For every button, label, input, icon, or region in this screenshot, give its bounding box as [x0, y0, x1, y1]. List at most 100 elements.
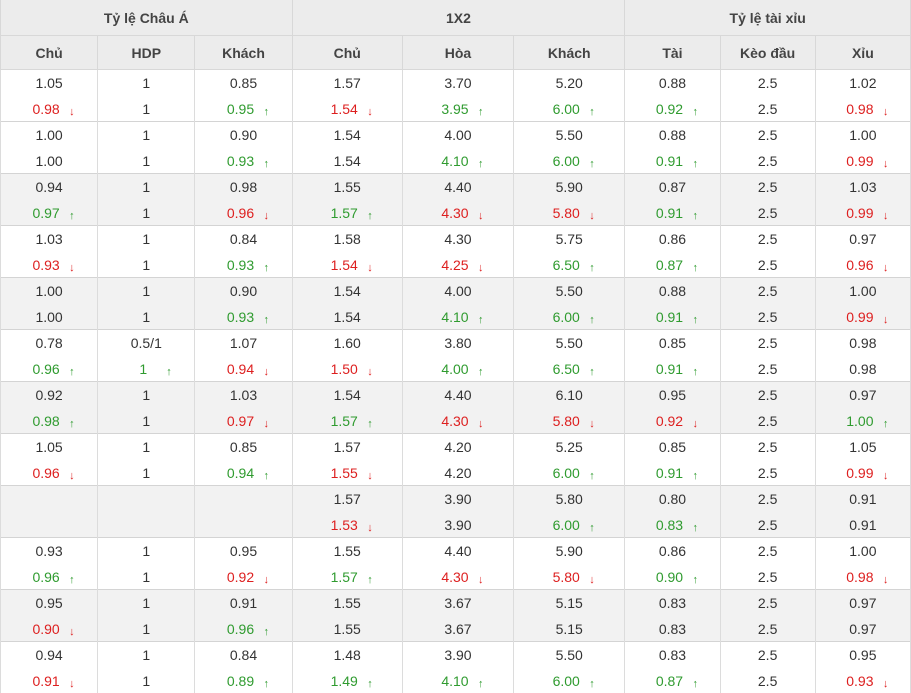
odds-value: 5.25 [552, 439, 586, 455]
column-header-row: Chủ HDP Khách Chủ Hòa Khách Tài Kèo đầu … [1, 36, 911, 70]
odds-cell: 0.96 ↓ [815, 252, 910, 278]
odds-value: 4.40 [441, 179, 475, 195]
odds-cell: 0.98 [195, 174, 292, 201]
odds-value: 0.92 [224, 569, 258, 585]
odds-cell: 1.55 [292, 616, 402, 642]
odds-value: 0.85 [227, 439, 261, 455]
col-header-hdp: HDP [98, 36, 195, 70]
odds-value: 3.70 [441, 75, 475, 91]
odds-cell: 6.00↑ [514, 512, 625, 538]
odds-cell: 0.97 [815, 226, 910, 253]
odds-value: 2.5 [751, 309, 785, 325]
odds-value: 0.95 [655, 387, 689, 403]
odds-cell [1, 512, 98, 538]
odds-value: 0.96 [29, 465, 63, 481]
odds-value: 1 [129, 439, 163, 455]
odds-cell: 0.93↑ [195, 252, 292, 278]
odds-cell: 0.5/1 [98, 330, 195, 357]
odds-cell: 0.99↓ [815, 200, 910, 226]
odds-cell: 1.54 [292, 304, 402, 330]
arrow-up-icon: ↑ [264, 106, 270, 118]
col-header-draw: Hòa [402, 36, 513, 70]
odds-value: 1 [129, 205, 163, 221]
odds-cell: 1.57 [292, 486, 402, 513]
odds-cell: 6.00↑ [514, 148, 625, 174]
odds-cell: 1.03 [1, 226, 98, 253]
odds-value: 0.97 [846, 621, 880, 637]
arrow-up-icon: ↑ [69, 210, 75, 222]
odds-value: 6.00 [549, 673, 583, 689]
odds-cell: 0.80 [625, 486, 720, 513]
odds-cell: 1.54 [292, 278, 402, 305]
arrow-down-icon: ↓ [883, 158, 889, 170]
arrow-up-icon: ↑ [166, 366, 172, 378]
odds-value: 1 [129, 309, 163, 325]
group-header-over-under: Tỷ lệ tài xỉu [625, 0, 911, 36]
arrow-down-icon: ↓ [883, 106, 889, 118]
arrow-down-icon: ↓ [883, 262, 889, 274]
odds-value: 1.03 [846, 179, 880, 195]
odds-cell: 6.50↑ [514, 252, 625, 278]
odds-cell: 1.48 [292, 642, 402, 669]
odds-cell: 0.94↑ [195, 460, 292, 486]
odds-cell: 4.00 [402, 278, 513, 305]
odds-cell: 1.00 [1, 148, 98, 174]
odds-value: 0.83 [655, 595, 689, 611]
odds-cell: 5.75 [514, 226, 625, 253]
odds-cell: 1.54↓ [292, 252, 402, 278]
odds-value: 5.80 [549, 205, 583, 221]
odds-value: 1.00 [846, 543, 880, 559]
odds-value: 0.96 [843, 257, 877, 273]
odds-cell [1, 486, 98, 513]
odds-cell: 0.91↑ [625, 148, 720, 174]
odds-value: 0.90 [652, 569, 686, 585]
odds-cell: 2.5 [720, 408, 815, 434]
odds-cell: 1 [98, 564, 195, 590]
col-header-home: Chủ [1, 36, 98, 70]
col-header-under: Xỉu [815, 36, 910, 70]
arrow-up-icon: ↑ [692, 522, 698, 534]
arrow-up-icon: ↑ [589, 678, 595, 690]
odds-cell: 4.00↑ [402, 356, 513, 382]
odds-value: 0.83 [652, 517, 686, 533]
odds-cell: 2.5 [720, 356, 815, 382]
odds-value: 2.5 [751, 387, 785, 403]
arrow-up-icon: ↑ [692, 262, 698, 274]
odds-cell: 1 [98, 642, 195, 669]
odds-cell: 0.91 [815, 486, 910, 513]
odds-value: 0.91 [846, 517, 880, 533]
odds-value: 0.86 [655, 543, 689, 559]
col-header-over: Tài [625, 36, 720, 70]
odds-cell: 0.85 [195, 434, 292, 461]
odds-value: 1 [129, 595, 163, 611]
odds-value: 0.97 [29, 205, 63, 221]
odds-value: 0.96 [29, 569, 63, 585]
odds-value: 0.5/1 [129, 335, 163, 351]
odds-value: 5.20 [552, 75, 586, 91]
odds-value: 1.05 [846, 439, 880, 455]
odds-cell: 5.15 [514, 616, 625, 642]
odds-value: 1.00 [32, 283, 66, 299]
arrow-down-icon: ↓ [589, 210, 595, 222]
odds-cell: 1 [98, 122, 195, 149]
odds-value: 6.00 [549, 517, 583, 533]
odds-cell: 3.67 [402, 616, 513, 642]
odds-cell: 1 [98, 382, 195, 409]
odds-value: 1.60 [330, 335, 364, 351]
odds-value: 2.5 [751, 231, 785, 247]
arrow-up-icon: ↑ [264, 262, 270, 274]
odds-value: 2.5 [751, 673, 785, 689]
odds-cell: 0.97 [815, 616, 910, 642]
odds-cell: 5.90 [514, 174, 625, 201]
odds-cell: 2.5 [720, 538, 815, 565]
odds-value: 4.25 [438, 257, 472, 273]
odds-value: 5.15 [552, 595, 586, 611]
odds-value: 4.00 [441, 283, 475, 299]
arrow-up-icon: ↑ [367, 678, 373, 690]
odds-value: 1.00 [846, 283, 880, 299]
